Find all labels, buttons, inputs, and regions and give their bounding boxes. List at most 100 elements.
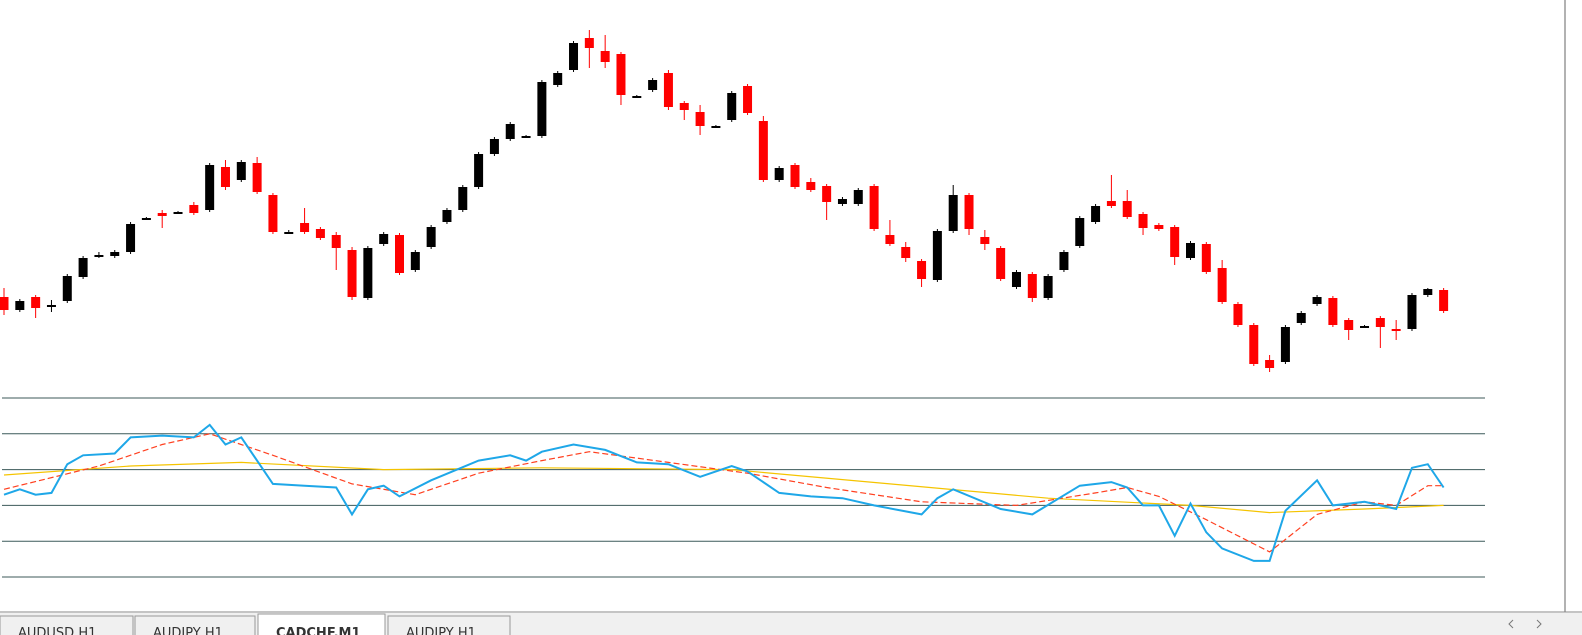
candle-body [236,162,246,180]
candle-body [584,38,594,48]
candle-body [1312,297,1322,304]
candle-body [268,195,278,232]
candle-body [1265,360,1275,368]
candle-body [1075,218,1085,246]
candle-body [932,231,942,280]
candle-body [1170,227,1180,257]
candle-body [1122,201,1132,217]
candle-body [1186,243,1195,258]
tabs: AUDUSD,H1 AUDJPY,H1 CADCHF,M1 AUDJPY,H1 [0,613,511,635]
candle-body [1439,290,1449,311]
price-pane [0,30,1449,372]
candle-body [679,103,689,110]
candle-body [569,43,579,70]
candle-body [379,234,389,244]
candle-body [300,223,310,232]
tab[interactable] [134,615,256,635]
candle-body [964,195,974,229]
candle-body [774,168,784,180]
candle-body [632,96,642,98]
candle-body [1328,298,1338,325]
candle-body [0,297,9,310]
candle-body [758,121,768,180]
candle-body [980,237,990,244]
candle-body [442,210,452,222]
candle-body [1249,325,1259,364]
candle-body [1201,244,1211,272]
tab[interactable] [0,615,134,635]
candle-body [1296,313,1306,323]
indicator-line [3,433,1444,553]
candle-body [837,199,847,204]
candle-body [901,247,911,258]
candle-body [521,136,531,138]
candle-body [1280,327,1290,362]
candle-body [711,126,721,128]
candle-body [1344,320,1354,330]
candle-body [1138,214,1148,228]
candle-body [948,195,958,231]
candle-body [1375,318,1385,327]
candle-body [1091,206,1101,222]
candle-body [46,305,56,307]
candle-body [205,165,215,210]
candle-body [600,51,610,62]
candle-body [110,252,120,256]
candle-body [869,186,879,229]
candle-body [94,255,104,257]
indicator-line [3,423,1445,562]
tab-label: AUDJPY,H1 [153,626,223,635]
chart-window [0,0,1565,612]
candle-body [395,235,404,273]
candle-body [695,112,705,126]
candle-body [1423,289,1433,295]
candle-body [1360,326,1370,328]
candle-body [1011,272,1021,287]
candle-body [996,248,1006,279]
candle-body [648,80,658,90]
candle-body [885,235,895,244]
candle-body [126,224,136,252]
candle-body [1217,268,1227,302]
tab-label: AUDUSD,H1 [18,626,96,635]
candle-body [347,250,357,297]
candle-body [790,165,800,187]
candle-body [1154,225,1164,229]
candle-body [363,248,373,298]
candle-body [537,82,547,136]
candle-body [62,276,72,301]
tab-scroll[interactable] [1508,619,1542,629]
candle-body [220,167,230,187]
candle-body [1059,252,1069,270]
candle-body [1027,274,1037,298]
candle-body [141,218,151,220]
candle-body [727,93,737,120]
candle-body [410,252,420,270]
candle-body [284,232,294,234]
candle-body [822,186,832,202]
tab[interactable] [257,613,386,635]
candle-body [616,54,626,95]
candle-body [458,187,468,210]
tab[interactable] [387,615,511,635]
candle-body [505,124,515,139]
candle-body [1043,276,1053,298]
candle-body [31,297,41,308]
candle-body [426,227,436,247]
candle-body [1233,304,1243,325]
candle-body [489,139,499,154]
candle-body [917,261,927,279]
candle-body [1106,201,1116,206]
candle-body [743,86,753,113]
candle-body [157,213,167,216]
candle-body [553,73,563,85]
candle-body [189,205,199,213]
candle-body [173,212,183,214]
indicator-pane [2,397,1485,578]
candle-body [15,301,25,310]
candle-body [315,229,325,238]
candle-body [252,163,262,192]
candle-body [663,73,673,107]
